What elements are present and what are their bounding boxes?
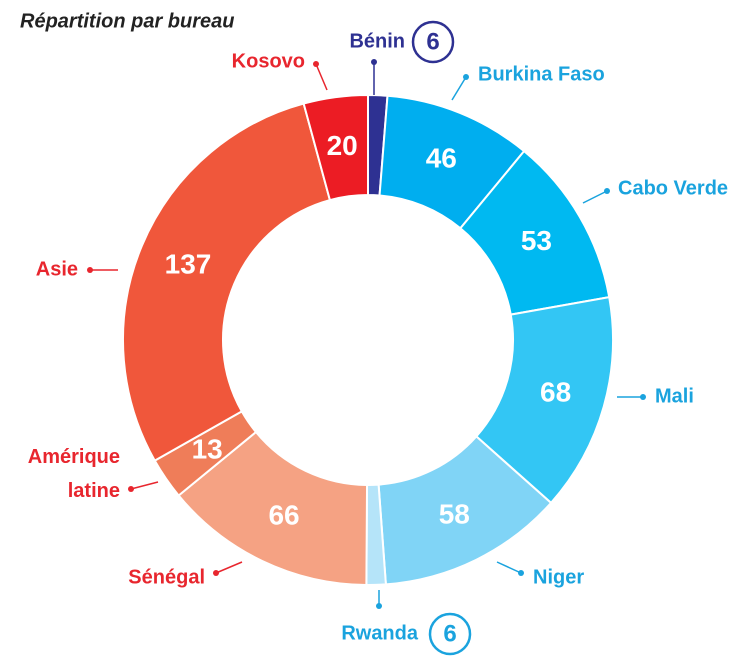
donut-slice bbox=[302, 93, 369, 202]
leader-dot bbox=[640, 394, 646, 400]
donut-slice bbox=[122, 102, 332, 462]
value-label: 68 bbox=[540, 376, 571, 407]
leader-dot bbox=[376, 603, 382, 609]
value-label: 20 bbox=[327, 130, 358, 161]
category-label: Niger bbox=[533, 566, 584, 588]
leader-dot bbox=[128, 486, 134, 492]
leader-dot bbox=[87, 267, 93, 273]
category-label: Sénégal bbox=[128, 566, 205, 588]
leader-line bbox=[215, 561, 243, 574]
category-label: Amérique latine bbox=[27, 446, 120, 502]
category-label: Mali bbox=[655, 385, 694, 407]
category-label: Rwanda bbox=[341, 622, 419, 644]
value-badge bbox=[428, 612, 472, 656]
leader-dot bbox=[213, 570, 219, 576]
leader-line bbox=[496, 561, 522, 574]
leader-dot bbox=[371, 59, 377, 65]
value-label: 6 bbox=[426, 28, 439, 55]
category-label: Burkina Faso bbox=[478, 63, 605, 85]
chart-title: Répartition par bureau bbox=[20, 10, 234, 32]
value-label: 53 bbox=[521, 225, 552, 256]
leader-dot bbox=[518, 570, 524, 576]
leader-line bbox=[582, 190, 608, 204]
leader-dot bbox=[604, 188, 610, 194]
value-label: 58 bbox=[439, 498, 470, 529]
category-label: Bénin bbox=[349, 30, 405, 52]
value-badge bbox=[411, 20, 455, 64]
leader-line bbox=[451, 76, 467, 101]
value-label: 137 bbox=[165, 248, 212, 279]
leader-line bbox=[130, 481, 159, 490]
value-label: 6 bbox=[443, 620, 456, 647]
category-label: Kosovo bbox=[232, 50, 305, 72]
value-label: 13 bbox=[192, 434, 223, 465]
leader-dot bbox=[313, 61, 319, 67]
category-label: Cabo Verde bbox=[618, 177, 728, 199]
value-label: 46 bbox=[426, 143, 457, 174]
leader-dot bbox=[463, 74, 469, 80]
value-label: 66 bbox=[268, 499, 299, 530]
category-label: Asie bbox=[36, 258, 78, 280]
category-label-box: Amérique latine bbox=[27, 446, 120, 502]
leader-line bbox=[315, 63, 328, 91]
